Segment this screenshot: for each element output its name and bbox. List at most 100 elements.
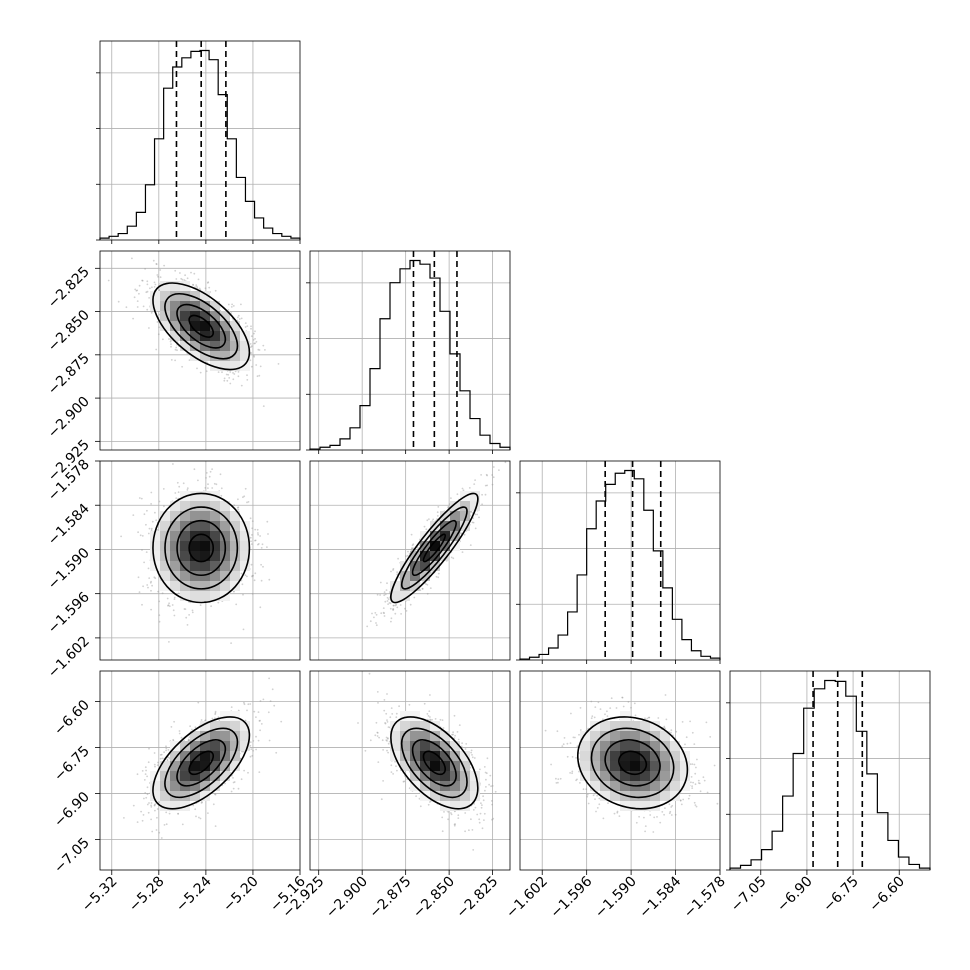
- scatter-point: [240, 303, 242, 306]
- scatter-point: [250, 327, 252, 330]
- scatter-point: [175, 278, 178, 280]
- scatter-point: [174, 269, 177, 272]
- scatter-point: [233, 781, 236, 783]
- scatter-point: [146, 584, 149, 586]
- histogram-panel: [516, 460, 721, 661]
- scatter-point: [474, 513, 477, 516]
- scatter-point: [244, 322, 247, 324]
- scatter-point: [174, 359, 177, 362]
- scatter-point: [229, 382, 232, 385]
- scatter-point: [474, 479, 476, 481]
- scatter-point: [450, 497, 452, 499]
- scatter-point: [258, 349, 261, 351]
- scatter-point: [260, 563, 262, 566]
- scatter-point: [192, 284, 195, 286]
- scatter-point: [157, 590, 160, 593]
- scatter-point: [268, 578, 271, 581]
- scatter-point: [225, 373, 228, 376]
- scatter-point: [176, 349, 178, 352]
- density-cell: [200, 591, 210, 601]
- histogram-panel: [96, 40, 301, 241]
- scatter-point: [249, 343, 252, 345]
- scatter-point: [220, 494, 223, 497]
- scatter-point: [260, 579, 263, 582]
- scatter-point: [484, 493, 487, 496]
- scatter-point: [437, 572, 440, 575]
- scatter-point: [131, 257, 133, 260]
- scatter-point: [208, 475, 211, 478]
- density-cell: [170, 541, 180, 551]
- scatter-point: [383, 615, 386, 617]
- scatter-point: [258, 374, 261, 377]
- scatter-point: [181, 365, 184, 368]
- scatter-point: [211, 468, 214, 470]
- panel-frame: [99, 40, 301, 241]
- scatter-point: [146, 283, 149, 286]
- scatter-point: [384, 600, 387, 603]
- scatter-point: [237, 787, 240, 790]
- scatter-point: [232, 319, 235, 321]
- scatter-point: [170, 345, 172, 348]
- scatter-point: [242, 593, 244, 596]
- scatter-point: [478, 516, 480, 519]
- scatter-point: [277, 363, 280, 365]
- scatter-point: [169, 340, 172, 343]
- scatter-point: [423, 525, 426, 528]
- scatter-point: [382, 607, 385, 609]
- scatter-point: [476, 513, 479, 516]
- scatter-point: [145, 796, 148, 799]
- scatter-point: [172, 463, 174, 465]
- density-cell: [200, 531, 210, 541]
- scatter-point: [153, 576, 156, 579]
- scatter-point: [383, 591, 386, 593]
- scatter-point: [138, 284, 141, 287]
- scatter-point: [456, 493, 459, 496]
- density-cell: [200, 491, 210, 501]
- scatter-point: [491, 474, 493, 476]
- scatter-point: [194, 726, 197, 729]
- density-cell: [220, 321, 230, 331]
- density-cell: [200, 561, 210, 571]
- density-cell: [200, 541, 210, 551]
- scatter-point: [154, 283, 157, 286]
- scatter-point: [256, 375, 259, 378]
- scatter-point: [390, 617, 393, 620]
- scatter-point: [138, 497, 141, 499]
- histogram-step: [99, 49, 301, 240]
- scatter-point: [410, 533, 413, 536]
- density-cell: [230, 571, 240, 581]
- scatter-point: [371, 612, 373, 615]
- scatter-point: [197, 278, 200, 281]
- scatter-point: [204, 287, 207, 290]
- scatter-point: [243, 495, 246, 498]
- scatter-point: [244, 326, 247, 328]
- scatter-point: [137, 531, 140, 534]
- scatter-point: [178, 485, 181, 488]
- scatter-point: [394, 612, 397, 615]
- scatter-point: [421, 588, 424, 590]
- scatter-point: [227, 373, 230, 376]
- density-cell: [230, 341, 240, 351]
- density-cell: [180, 291, 190, 301]
- scatter-point: [175, 497, 178, 499]
- scatter-point: [135, 289, 138, 292]
- scatter-point: [240, 572, 243, 575]
- scatter-point: [183, 608, 186, 610]
- scatter-point: [145, 291, 148, 294]
- scatter-point: [249, 346, 252, 349]
- scatter-point: [380, 612, 383, 615]
- density-shading: [150, 281, 250, 371]
- scatter-point: [375, 622, 377, 624]
- scatter-point: [142, 305, 145, 308]
- scatter-point: [246, 575, 248, 578]
- density-cell: [240, 361, 250, 371]
- scatter-point: [139, 534, 142, 537]
- scatter-point: [257, 532, 259, 534]
- scatter-point: [257, 543, 260, 545]
- scatter-point: [396, 606, 399, 609]
- scatter-point: [240, 778, 243, 781]
- scatter-point: [233, 373, 236, 375]
- scatter-point: [221, 371, 223, 374]
- scatter-point: [246, 501, 248, 504]
- scatter-point: [207, 281, 210, 284]
